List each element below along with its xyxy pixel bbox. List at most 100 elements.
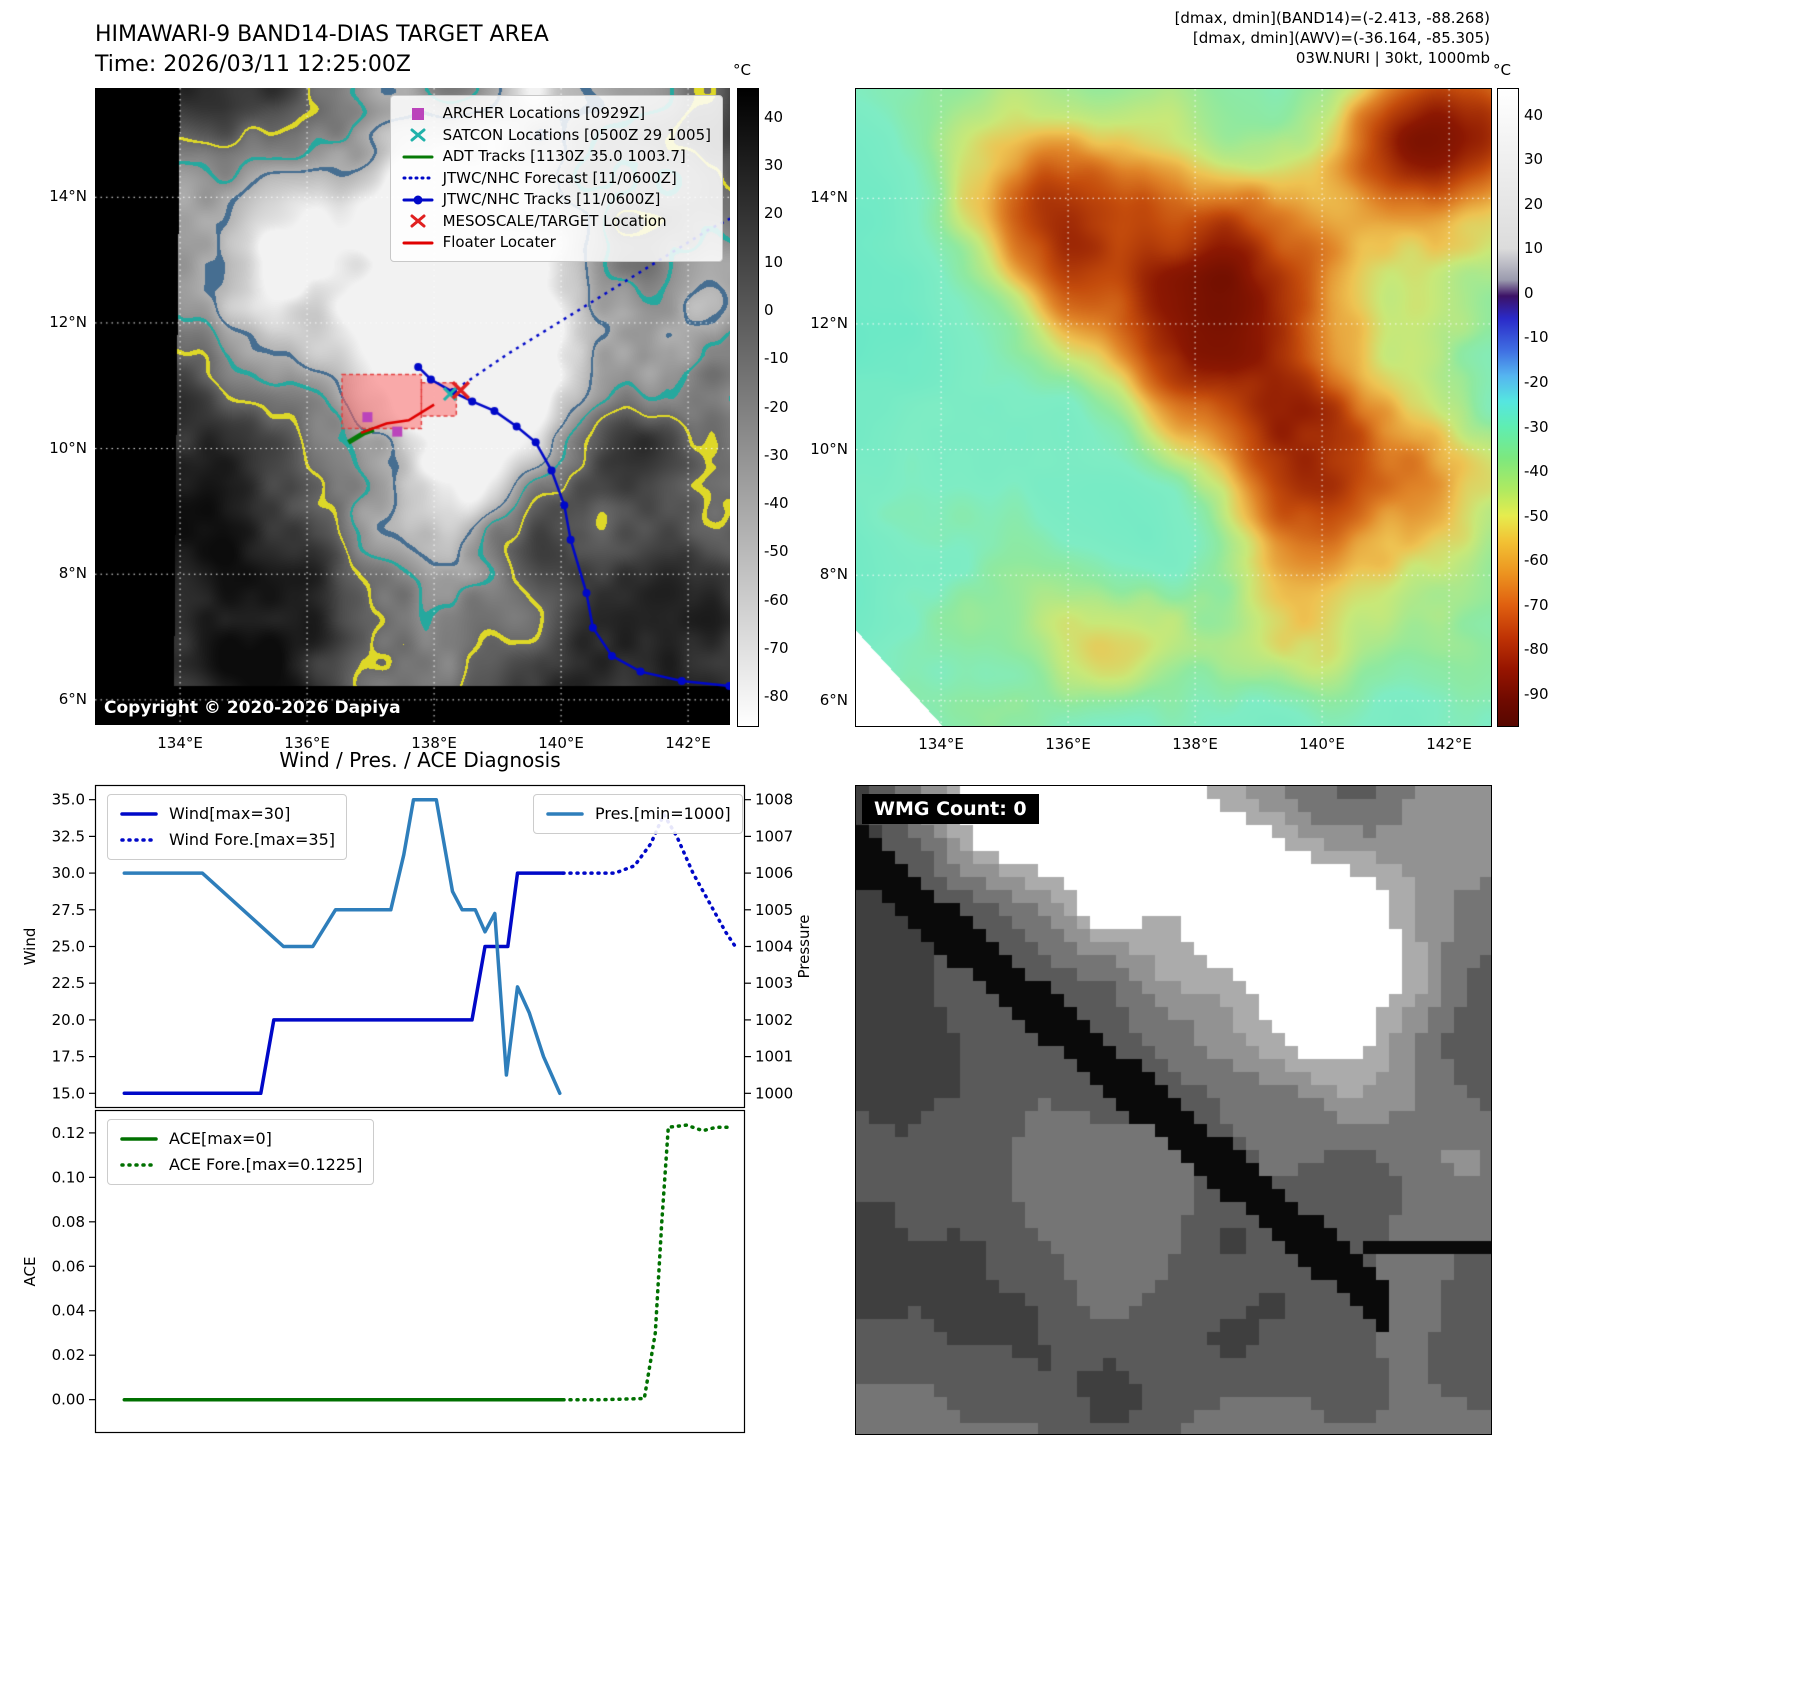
wind-pressure-chart-series-2 — [122, 797, 562, 1096]
awv-colorbar-tick-label: -50 — [1524, 506, 1549, 525]
band14-title-block: HIMAWARI-9 BAND14-DIAS TARGET AREA Time:… — [95, 20, 549, 80]
ace-chart-ytick-label: 0.04 — [52, 1302, 85, 1320]
band14-map: ARCHER Locations [0929Z] SATCON Locations… — [95, 88, 730, 725]
wind-pressure-chart-y2tick-label: 1003 — [755, 974, 793, 992]
ace-chart-ytick-label: 0.06 — [52, 1257, 85, 1275]
awv-colorbar-tick-label: -70 — [1524, 595, 1549, 614]
ace-chart-ylabel: ACE — [21, 1257, 39, 1287]
awv-colorbar-tick-label: -80 — [1524, 640, 1549, 659]
band14-colorbar-tick-label: 10 — [764, 252, 784, 271]
band14-legend-label: JTWC/NHC Tracks [11/0600Z] — [442, 190, 661, 208]
band14-legend-item: ADT Tracks [1130Z 35.0 1003.7] — [402, 146, 711, 168]
awv-colorbar-tick-label: -30 — [1524, 417, 1549, 436]
band14-colorbar-tick-label: -20 — [764, 397, 789, 416]
ace-chart-legend-left-sample-icon — [120, 1137, 158, 1141]
awv-lon-tick-label: 140°E — [1299, 735, 1345, 753]
wind-pressure-chart-legend-left: Wind[max=30] Wind Fore.[max=35] — [107, 794, 347, 860]
awv-lat-tick-label: 8°N — [819, 565, 848, 584]
awv-header-line-1: [dmax, dmin](BAND14)=(-2.413, -88.268) — [1174, 9, 1490, 27]
band14-legend-item: MESOSCALE/TARGET Location — [402, 211, 711, 233]
awv-lon-tick-label: 136°E — [1045, 735, 1091, 753]
wmg-count-label: WMG Count: 0 — [862, 794, 1039, 824]
awv-colorbar-tick-label: 0 — [1524, 283, 1534, 302]
ace-chart-ytick-label: 0.00 — [52, 1391, 85, 1409]
ace-chart-ytick-label: 0.02 — [52, 1346, 85, 1364]
band14-lat-tick-label: 14°N — [49, 187, 87, 206]
band14-colorbar-tick-label: -50 — [764, 542, 789, 561]
wmg-image — [856, 786, 1491, 1434]
ace-chart-legend-left-label: ACE Fore.[max=0.1225] — [169, 1155, 363, 1174]
wind-pressure-chart-legend-left-item: Wind[max=30] — [119, 801, 335, 827]
band14-colorbar-tick-label: 40 — [764, 107, 784, 126]
band14-colorbar-tick-label: 30 — [764, 156, 784, 175]
awv-lat-tick-label: 12°N — [810, 313, 848, 332]
band14-colorbar-tick-label: 0 — [764, 300, 774, 319]
ace-chart-ytick-label: 0.10 — [52, 1168, 85, 1186]
band14-colorbar-tick-label: -60 — [764, 590, 789, 609]
awv-colorbar-tick-label: -90 — [1524, 684, 1549, 703]
legend-marker-dotted-line-icon — [402, 176, 434, 180]
awv-colorbar-tick-label: -10 — [1524, 328, 1549, 347]
wind-pressure-chart-ytick-label: 30.0 — [52, 864, 85, 882]
wind-pressure-chart-legend-right: Pres.[min=1000] — [533, 794, 743, 834]
legend-marker-line-icon — [402, 241, 434, 245]
wind-pressure-chart-legend-right-item: Pres.[min=1000] — [545, 801, 731, 827]
wind-pressure-chart-y2tick-label: 1008 — [755, 791, 793, 809]
band14-legend-item: ARCHER Locations [0929Z] — [402, 103, 711, 125]
wind-pressure-chart-ytick-label: 32.5 — [52, 827, 85, 845]
band14-lon-tick-label: 134°E — [157, 734, 203, 752]
band14-legend-label: Floater Locater — [442, 233, 556, 251]
band14-lat-tick-label: 10°N — [49, 438, 87, 457]
band14-lon-tick-label: 136°E — [284, 734, 330, 752]
band14-lon-tick-label: 138°E — [411, 734, 457, 752]
awv-satellite-image — [856, 89, 1491, 726]
wind-pressure-chart-ytick-label: 25.0 — [52, 938, 85, 956]
wind-pressure-chart-y2tick-label: 1007 — [755, 827, 793, 845]
band14-lat-tick-label: 8°N — [58, 564, 87, 583]
awv-lat-tick-label: 10°N — [810, 439, 848, 458]
wind-pressure-chart-ytick-label: 35.0 — [52, 791, 85, 809]
legend-marker-square-icon — [411, 107, 424, 120]
awv-header-line-2: [dmax, dmin](AWV)=(-36.164, -85.305) — [1192, 29, 1490, 47]
wind-pressure-chart-y2tick-label: 1000 — [755, 1084, 793, 1102]
wind-pressure-chart-legend-left-sample-icon — [120, 812, 158, 816]
ace-chart-legend-left-item: ACE[max=0] — [119, 1126, 362, 1152]
band14-legend-item: JTWC/NHC Forecast [11/0600Z] — [402, 168, 711, 190]
wind-pressure-chart-series-1 — [561, 812, 738, 949]
band14-colorbar-unit: °C — [733, 61, 751, 79]
band14-colorbar-tick-label: -70 — [764, 638, 789, 657]
wind-pressure-chart-ytick-label: 22.5 — [52, 974, 85, 992]
band14-legend: ARCHER Locations [0929Z] SATCON Locations… — [389, 95, 723, 262]
band14-title: HIMAWARI-9 BAND14-DIAS TARGET AREA — [95, 22, 549, 47]
wind-pressure-chart-legend-right-label: Pres.[min=1000] — [595, 804, 731, 823]
awv-lon-tick-label: 134°E — [918, 735, 964, 753]
band14-legend-label: MESOSCALE/TARGET Location — [442, 211, 667, 230]
band14-legend-item: Floater Locater — [402, 232, 711, 254]
wind-pressure-chart-ytick-label: 20.0 — [52, 1011, 85, 1029]
awv-colorbar-tick-label: 30 — [1524, 150, 1544, 169]
band14-colorbar-tick-label: -80 — [764, 687, 789, 706]
ace-chart-legend-left-label: ACE[max=0] — [169, 1129, 272, 1148]
awv-lon-tick-label: 142°E — [1426, 735, 1472, 753]
wind-pressure-chart-legend-left-label: Wind Fore.[max=35] — [169, 830, 335, 849]
legend-marker-x-icon — [410, 128, 426, 142]
awv-lon-tick-label: 138°E — [1172, 735, 1218, 753]
ace-chart-ytick-label: 0.08 — [52, 1213, 85, 1231]
wind-pressure-chart-ytick-label: 15.0 — [52, 1084, 85, 1102]
band14-lat-tick-label: 6°N — [58, 689, 87, 708]
wind-pressure-chart-y2tick-label: 1005 — [755, 901, 793, 919]
wind-pressure-chart-ylabel: Wind — [21, 928, 39, 966]
awv-header-line-3: 03W.NURI | 30kt, 1000mb — [1295, 49, 1490, 67]
band14-lon-tick-label: 142°E — [665, 734, 711, 752]
wind-pressure-chart-legend-left-sample-icon — [120, 838, 158, 842]
awv-colorbar-tick-label: -20 — [1524, 373, 1549, 391]
band14-legend-label: ARCHER Locations [0929Z] — [442, 104, 646, 122]
awv-map — [855, 88, 1492, 727]
wind-pressure-chart-series-0 — [122, 871, 565, 1096]
legend-marker-line-marker-icon — [402, 195, 434, 205]
band14-legend-label: SATCON Locations [0500Z 29 1005] — [442, 125, 711, 144]
band14-lon-tick-label: 140°E — [538, 734, 584, 752]
band14-lat-tick-label: 12°N — [49, 312, 87, 331]
band14-legend-label: JTWC/NHC Forecast [11/0600Z] — [442, 168, 677, 187]
awv-header: [dmax, dmin](BAND14)=(-2.413, -88.268) [… — [1000, 8, 1490, 68]
